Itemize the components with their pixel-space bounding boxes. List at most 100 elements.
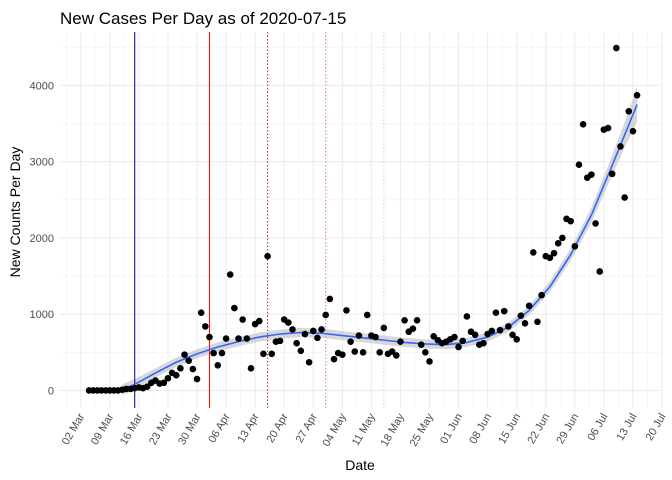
data-point xyxy=(276,337,284,345)
x-tick-label: 25 May xyxy=(408,411,437,449)
data-point xyxy=(193,375,201,383)
data-points xyxy=(85,44,641,394)
data-point xyxy=(185,357,193,365)
data-point xyxy=(633,92,641,99)
x-tick-label: 06 Apr xyxy=(206,411,232,445)
x-tick-label: 15 Jun xyxy=(496,412,523,447)
x-tick-label: 13 Apr xyxy=(235,411,261,445)
data-point xyxy=(451,333,458,341)
data-point xyxy=(392,352,400,359)
x-tick-label: 06 Jul xyxy=(585,412,610,443)
data-point xyxy=(463,313,471,320)
y-tick-label: 3000 xyxy=(30,157,54,169)
data-point xyxy=(222,335,230,342)
data-point xyxy=(359,349,367,356)
data-point xyxy=(559,234,566,242)
data-point xyxy=(604,124,612,132)
x-tick-label: 29 Jun xyxy=(555,412,582,447)
y-tick-label: 0 xyxy=(48,385,54,397)
data-point xyxy=(397,338,404,345)
data-point xyxy=(525,302,533,310)
data-point xyxy=(164,374,172,382)
data-point xyxy=(351,348,359,355)
x-tick-label: 20 Jul xyxy=(644,412,669,443)
data-point xyxy=(289,326,296,333)
data-point xyxy=(243,335,251,342)
data-point xyxy=(355,332,363,339)
data-point xyxy=(422,349,429,356)
y-tick-label: 1000 xyxy=(30,309,54,321)
data-point xyxy=(285,319,292,326)
data-point xyxy=(177,365,184,372)
data-point xyxy=(189,365,197,373)
data-point xyxy=(426,358,433,365)
chart-title: New Cases Per Day as of 2020-07-15 xyxy=(60,9,346,28)
data-point xyxy=(621,194,628,201)
data-point xyxy=(554,239,562,247)
data-point xyxy=(255,317,263,325)
data-point xyxy=(231,304,238,312)
data-point xyxy=(202,323,209,330)
x-tick-label: 01 Jun xyxy=(438,412,465,447)
trend-line xyxy=(121,104,638,391)
x-tick-labels: 02 Mar 09 Mar 16 Mar 23 Mar 30 Mar 06 Apr 13 A… xyxy=(60,411,669,449)
data-point xyxy=(575,161,583,169)
y-tick-label: 4000 xyxy=(30,80,54,92)
data-point xyxy=(347,338,354,345)
data-point xyxy=(239,316,246,323)
data-point xyxy=(505,323,512,330)
x-tick-label: 20 Apr xyxy=(264,411,290,445)
data-point xyxy=(401,316,408,324)
data-point xyxy=(521,320,529,327)
data-point xyxy=(143,383,151,390)
data-point xyxy=(534,318,541,326)
data-point xyxy=(218,349,226,357)
data-point xyxy=(625,108,633,115)
data-point xyxy=(301,330,309,338)
data-point xyxy=(226,271,234,278)
x-tick-label: 09 Mar xyxy=(89,411,117,447)
data-point xyxy=(579,120,587,128)
data-point xyxy=(264,252,271,260)
data-point xyxy=(471,331,479,339)
x-tick-label: 04 May xyxy=(320,411,349,449)
data-point xyxy=(550,249,558,257)
data-point xyxy=(629,127,637,135)
data-point xyxy=(509,331,516,339)
data-point xyxy=(339,351,346,358)
data-point xyxy=(314,334,321,342)
data-point xyxy=(596,268,604,275)
data-point xyxy=(517,312,525,320)
data-point xyxy=(480,339,487,347)
data-point xyxy=(197,309,205,316)
x-tick-label: 18 May xyxy=(379,411,408,449)
data-point xyxy=(430,333,437,340)
data-point xyxy=(380,324,388,332)
data-point xyxy=(260,350,267,358)
x-axis-title: Date xyxy=(345,457,375,473)
data-point xyxy=(492,309,500,316)
x-tick-label: 02 Mar xyxy=(60,411,88,447)
x-tick-label: 30 Mar xyxy=(176,411,204,447)
x-tick-label: 27 Apr xyxy=(294,411,320,445)
data-point xyxy=(363,311,371,319)
data-point xyxy=(305,358,313,366)
data-point xyxy=(372,333,379,341)
data-point xyxy=(172,371,180,379)
x-tick-label: 16 Mar xyxy=(118,411,146,447)
data-point xyxy=(235,335,242,342)
data-point xyxy=(617,143,624,150)
x-tick-label: 23 Mar xyxy=(147,411,175,447)
x-tick-label: 08 Jun xyxy=(467,411,494,446)
data-point xyxy=(455,343,462,351)
data-point xyxy=(247,365,255,372)
data-point xyxy=(268,350,276,358)
data-point xyxy=(160,379,168,387)
data-point xyxy=(417,341,425,348)
reference-lines xyxy=(134,32,385,408)
data-point xyxy=(513,336,520,343)
x-tick-label: 11 May xyxy=(350,411,378,448)
y-tick-labels: 0 1000 2000 3000 4000 xyxy=(30,80,54,397)
data-point xyxy=(592,220,599,227)
